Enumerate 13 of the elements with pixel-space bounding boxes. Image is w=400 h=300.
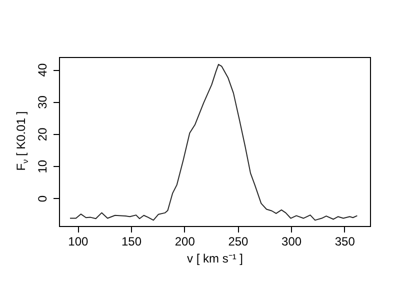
x-tick-label: 100 xyxy=(68,234,89,248)
x-tick-label: 250 xyxy=(228,234,249,248)
y-tick-label: 20 xyxy=(36,127,50,142)
line-series xyxy=(69,64,358,221)
x-tick-label: 350 xyxy=(334,234,356,248)
y-tick-label: 30 xyxy=(36,95,50,109)
y-tick-label: 10 xyxy=(36,160,50,174)
x-tick-label: 150 xyxy=(122,234,142,248)
y-tick-label: 40 xyxy=(36,63,50,77)
x-axis-title: v [ km s⁻¹ ] xyxy=(187,252,243,266)
x-tick-label: 200 xyxy=(174,234,196,248)
y-tick-label: 0 xyxy=(36,195,50,202)
x-tick-label: 300 xyxy=(282,234,302,248)
